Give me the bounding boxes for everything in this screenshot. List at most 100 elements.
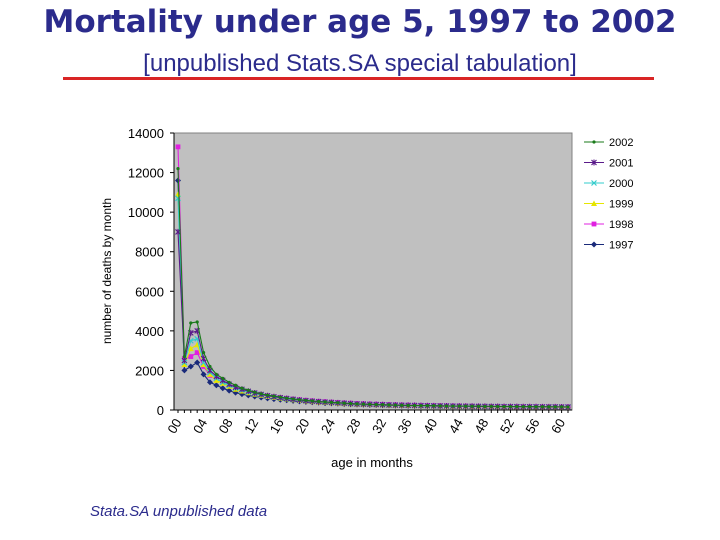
data-point [502, 404, 506, 409]
data-point [534, 405, 538, 409]
x-tick-label: 40 [420, 416, 440, 436]
y-axis-label: number of deaths by month [100, 198, 114, 344]
data-point [285, 396, 289, 400]
data-point [560, 405, 564, 409]
legend-label: 2000 [609, 178, 633, 190]
legend-label: 1999 [609, 199, 633, 211]
data-point [566, 405, 570, 409]
x-tick-label: 12 [241, 416, 261, 436]
y-tick-label: 8000 [135, 245, 164, 260]
legend-label: 1997 [609, 240, 633, 252]
data-point [329, 400, 334, 404]
legend-entry-2001: 2001 [584, 158, 633, 170]
data-point [187, 363, 194, 370]
x-tick-label: 08 [216, 416, 236, 436]
legend-marker [591, 180, 597, 186]
x-tick-label: 28 [343, 416, 363, 436]
data-point [272, 394, 276, 398]
data-point [464, 404, 468, 408]
legend-marker [591, 200, 597, 206]
x-tick-label: 32 [369, 416, 389, 436]
data-point [200, 371, 207, 378]
source-note: Stata.SA unpublished data [90, 503, 268, 520]
legend-label: 2002 [609, 137, 633, 149]
data-point [221, 376, 225, 380]
legend-marker [591, 241, 597, 248]
data-point [214, 372, 218, 376]
data-point [265, 393, 270, 397]
data-point [253, 390, 257, 394]
data-point [457, 404, 461, 408]
data-point [336, 401, 340, 405]
data-point [176, 167, 180, 171]
data-point [368, 402, 372, 406]
data-point [195, 320, 199, 324]
data-point [476, 404, 481, 408]
data-point [387, 403, 391, 407]
y-tick-label: 10000 [128, 205, 164, 220]
data-point [451, 404, 455, 408]
data-point [419, 403, 423, 408]
data-point [259, 392, 263, 396]
data-point [233, 383, 238, 387]
legend-entry-1997: 1997 [584, 240, 633, 252]
series-2002 [176, 167, 570, 409]
data-point [188, 354, 194, 359]
data-point [400, 403, 404, 407]
x-tick-label: 48 [471, 416, 491, 436]
data-point [489, 404, 493, 408]
data-point [496, 404, 500, 409]
data-point [528, 405, 532, 409]
data-point [208, 364, 212, 369]
data-point [380, 403, 385, 407]
legend-entry-2002: 2002 [584, 137, 633, 149]
data-point [194, 359, 201, 366]
y-tick-label: 6000 [135, 284, 164, 299]
data-point [323, 400, 327, 404]
legend-marker [592, 140, 596, 144]
data-point [189, 321, 193, 325]
data-point [508, 404, 513, 409]
data-point [181, 361, 188, 367]
data-point [206, 371, 213, 377]
data-point [412, 403, 417, 408]
page-title: Mortality under age 5, 1997 to 2002 [43, 4, 677, 40]
y-tick-label: 0 [157, 403, 164, 418]
x-tick-label: 00 [164, 416, 184, 436]
plot-area [173, 132, 573, 411]
data-point [181, 357, 188, 364]
data-point [553, 405, 557, 409]
page-subtitle: [unpublished Stats.SA special tabulation… [143, 50, 577, 77]
data-point [393, 403, 397, 407]
data-point [201, 351, 206, 355]
legend-label: 2001 [609, 158, 633, 170]
data-point [187, 345, 194, 352]
data-point [291, 397, 295, 401]
y-tick-label: 14000 [128, 126, 164, 141]
data-point [432, 404, 436, 408]
x-axis-label: age in months [331, 455, 413, 470]
x-tick-label: 44 [446, 416, 466, 436]
data-point [213, 382, 220, 389]
data-point [515, 404, 519, 409]
data-point [226, 387, 233, 394]
data-point [483, 404, 487, 408]
data-point [317, 399, 321, 404]
x-tick-label: 60 [548, 416, 568, 436]
data-point [181, 367, 188, 374]
data-point [297, 398, 302, 402]
x-tick-label: 24 [318, 416, 338, 436]
data-point [304, 398, 308, 402]
data-point [425, 404, 429, 408]
x-tick-label: 36 [395, 416, 415, 436]
x-tick-label: 52 [497, 416, 517, 436]
x-tick-label: 16 [267, 416, 287, 436]
data-point [310, 399, 314, 403]
data-point [206, 379, 213, 386]
data-point [540, 405, 545, 409]
x-tick-label: 04 [190, 416, 210, 436]
data-point [227, 380, 231, 384]
data-point [444, 404, 449, 408]
data-point [406, 403, 410, 407]
